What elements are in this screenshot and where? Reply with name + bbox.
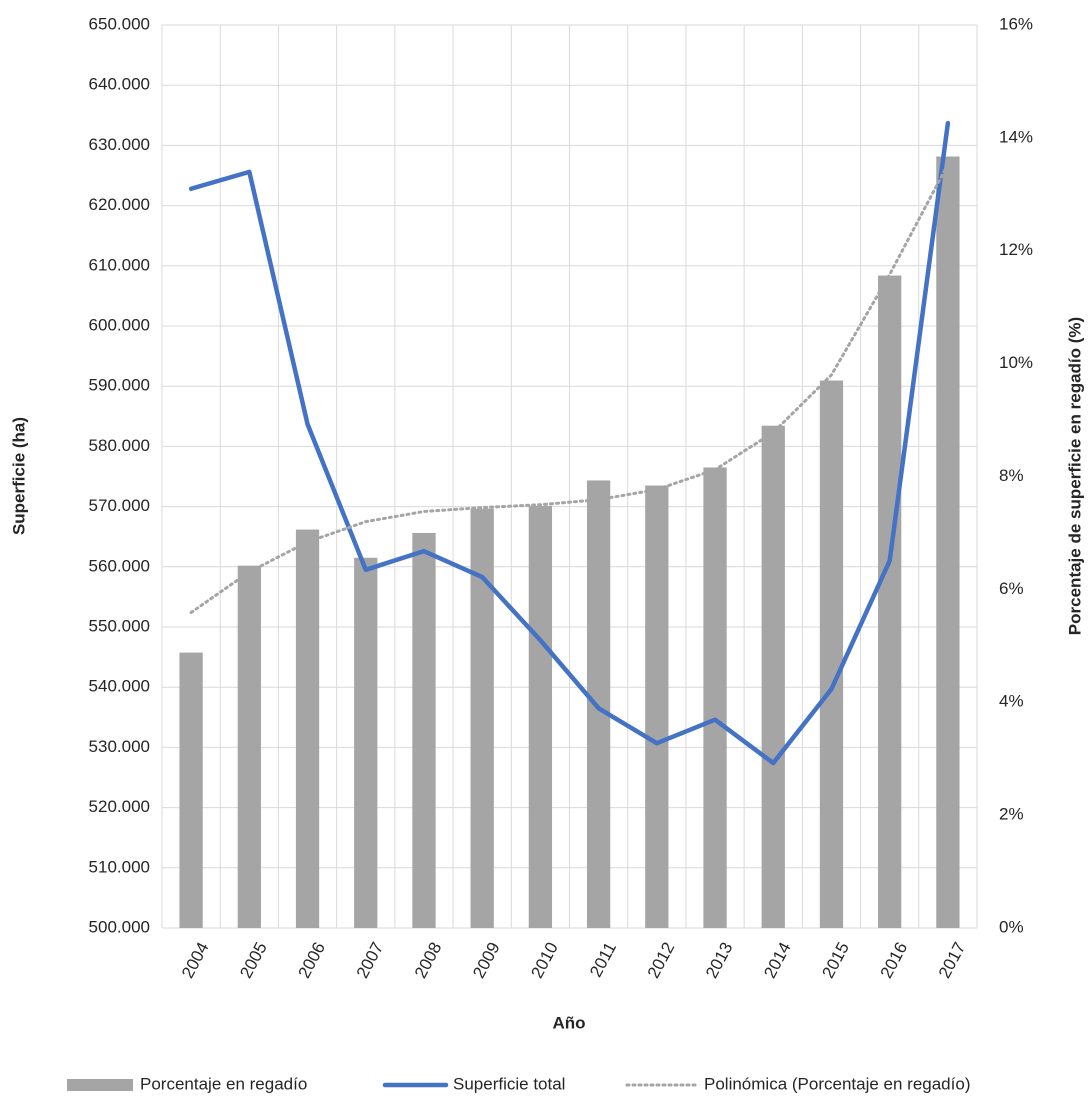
y2-tick-label: 16% [999, 14, 1033, 33]
y2-tick-label: 0% [999, 917, 1024, 936]
bar [354, 557, 378, 928]
y-tick-label: 510.000 [89, 857, 150, 876]
y-tick-label: 600.000 [89, 315, 150, 334]
bar [586, 480, 611, 928]
y-tick-label: 540.000 [89, 677, 150, 696]
legend-label: Polinómica (Porcentaje en regadío) [704, 1074, 970, 1093]
bar [179, 652, 203, 928]
bar [878, 275, 902, 928]
bar [819, 380, 844, 928]
bar [703, 467, 727, 928]
line [188, 120, 951, 766]
y-tick-label: 570.000 [89, 496, 150, 515]
y2-tick-label: 2% [999, 805, 1024, 824]
bar [295, 529, 320, 928]
y-tick-label: 650.000 [89, 14, 150, 33]
y2-tick-label: 10% [999, 353, 1033, 372]
y-tick-label: 590.000 [89, 376, 150, 395]
legend-label: Superficie total [453, 1074, 565, 1093]
y2-axis-title: Porcentaje de superficie en regadío (%) [1065, 317, 1084, 635]
bar [761, 425, 785, 928]
y-tick-label: 500.000 [89, 917, 150, 936]
y-tick-label: 530.000 [89, 737, 150, 756]
y2-tick-label: 6% [999, 579, 1024, 598]
bar [237, 565, 261, 928]
legend-label: Porcentaje en regadío [140, 1074, 307, 1093]
legend-swatch [67, 1079, 133, 1091]
y-tick-label: 630.000 [89, 135, 150, 154]
bar [528, 505, 553, 928]
bar [936, 156, 960, 928]
y-tick-label: 580.000 [89, 436, 150, 455]
bar [470, 508, 494, 928]
y-tick-label: 520.000 [89, 797, 150, 816]
y-tick-label: 550.000 [89, 616, 150, 635]
bar [412, 532, 436, 928]
x-axis-title: Año [552, 1013, 585, 1032]
y-tick-label: 640.000 [89, 75, 150, 94]
y2-tick-label: 4% [999, 692, 1024, 711]
y-tick-label: 620.000 [89, 195, 150, 214]
trend-line [189, 162, 950, 615]
y-tick-label: 560.000 [89, 556, 150, 575]
y-tick-label: 610.000 [89, 255, 150, 274]
y2-tick-label: 8% [999, 466, 1024, 485]
y-axis-title: Superficie (ha) [9, 417, 28, 535]
y2-tick-label: 12% [999, 240, 1033, 259]
bar [645, 485, 669, 928]
y2-tick-label: 14% [999, 127, 1033, 146]
